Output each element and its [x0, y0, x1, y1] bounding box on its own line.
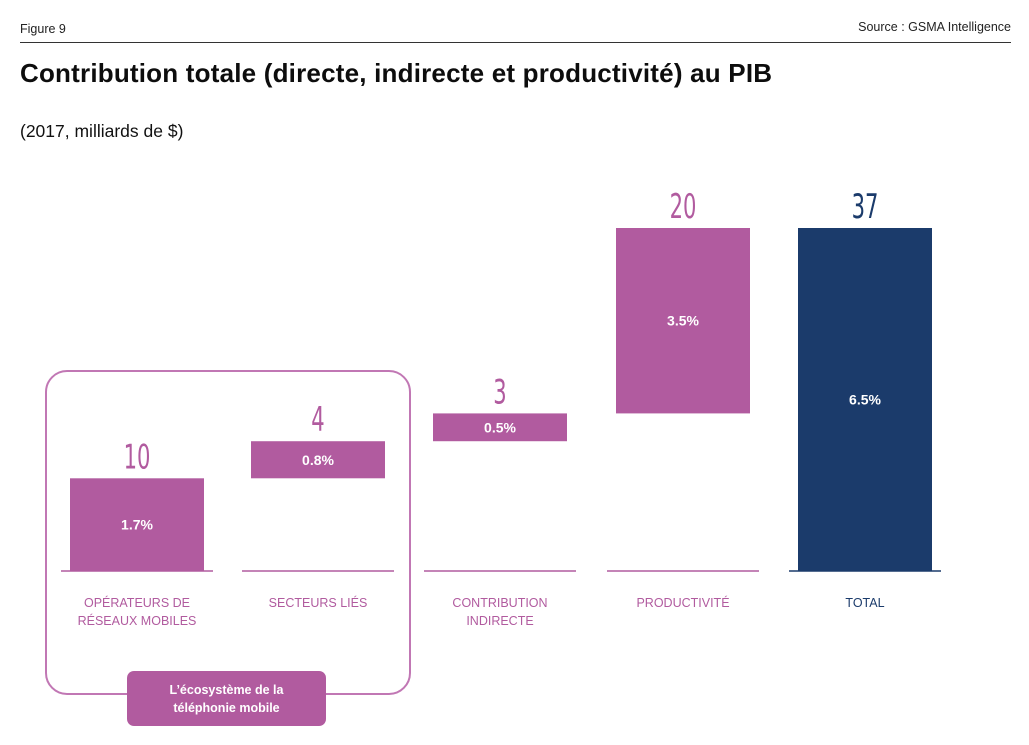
bar [251, 441, 385, 479]
ecosystem-group-badge: L’écosystème de la téléphonie mobile [127, 671, 326, 726]
source-note: Source : GSMA Intelligence [858, 20, 1011, 34]
category-label: Contribution indirecte [452, 596, 548, 628]
bar-percent-label: 3.5% [667, 313, 699, 329]
bar-percent-label: 1.7% [121, 517, 153, 533]
bar-value-label: 20 [670, 187, 697, 227]
bar [433, 413, 567, 442]
bar-value-label: 3 [493, 372, 506, 412]
category-label: Opérateurs de réseaux mobiles [77, 596, 197, 628]
bar-value-label: 4 [311, 400, 324, 440]
category-label: Total [845, 596, 885, 610]
bar-percent-label: 0.8% [302, 452, 334, 468]
bar [616, 228, 750, 414]
category-label: Secteurs liés [268, 596, 368, 610]
bar-percent-label: 0.5% [484, 419, 516, 435]
header-divider [20, 42, 1011, 43]
bar-value-label: 37 [852, 187, 879, 227]
bar [798, 228, 932, 571]
figure-number: Figure 9 [20, 22, 66, 36]
chart-subtitle: (2017, milliards de $) [20, 121, 184, 141]
bar-percent-label: 6.5% [849, 392, 881, 408]
category-label: Productivité [636, 596, 730, 610]
bar-value-label: 10 [124, 437, 151, 477]
bar [70, 478, 204, 571]
chart-title: Contribution totale (directe, indirecte … [20, 58, 773, 88]
